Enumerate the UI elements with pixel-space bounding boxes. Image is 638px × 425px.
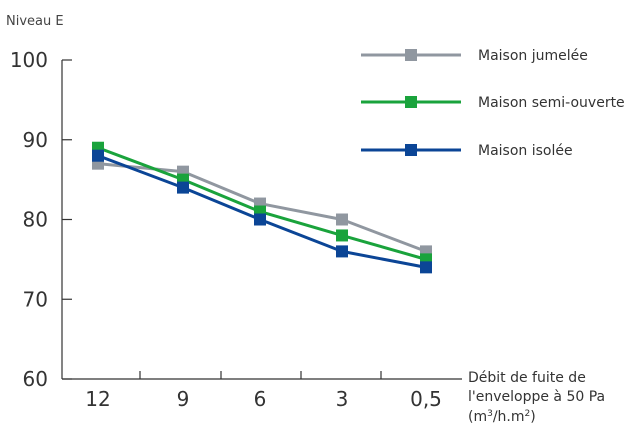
data-point	[177, 181, 189, 194]
data-point	[336, 213, 348, 226]
unit-mid: /h.m	[493, 409, 525, 425]
series-lines	[92, 141, 432, 274]
legend-item: Maison jumelée	[361, 48, 588, 64]
y-tick-label: 100	[10, 48, 48, 72]
legend-label: Maison jumelée	[478, 48, 588, 64]
legend-swatch-marker	[405, 144, 417, 156]
x-axis-label-unit: (m3/h.m2)	[468, 409, 536, 425]
x-tick-label: 9	[177, 387, 190, 411]
y-tick-label: 80	[23, 208, 48, 232]
y-tick-label: 70	[23, 287, 48, 311]
y-tick-label: 60	[23, 367, 48, 391]
series-3	[92, 149, 432, 274]
unit-sup-2: 2	[525, 409, 531, 419]
data-point	[254, 213, 266, 226]
legend-item: Maison isolée	[361, 143, 573, 159]
legend: Maison jumelée Maison semi-ouverte Maison …	[361, 48, 625, 159]
data-point	[336, 245, 348, 258]
legend-swatch-marker	[405, 96, 417, 108]
data-point	[336, 229, 348, 242]
x-axis-label: Débit de fuite de l'enveloppe à 50 Pa (m…	[468, 370, 605, 425]
legend-swatch-marker	[405, 49, 417, 61]
data-point	[420, 261, 432, 274]
legend-label: Maison isolée	[478, 143, 573, 159]
data-point	[92, 149, 104, 162]
unit-base: (m	[468, 409, 487, 425]
x-ticks: 12 9 6 3 0,5	[85, 371, 442, 411]
x-tick-label: 0,5	[410, 387, 442, 411]
y-axis-label: Niveau E	[6, 14, 64, 29]
x-axis-label-line-1: Débit de fuite de	[468, 370, 586, 386]
unit-end: )	[530, 409, 535, 425]
x-tick-label: 3	[336, 387, 349, 411]
legend-label: Maison semi-ouverte	[478, 95, 625, 111]
x-tick-label: 6	[254, 387, 267, 411]
y-ticks: 60 70 80 90 100	[10, 48, 72, 391]
x-axis-label-line-2: l'enveloppe à 50 Pa	[468, 389, 605, 405]
x-tick-label: 12	[85, 387, 110, 411]
unit-sup-1: 3	[487, 409, 493, 419]
legend-item: Maison semi-ouverte	[361, 95, 625, 111]
y-tick-label: 90	[23, 128, 48, 152]
